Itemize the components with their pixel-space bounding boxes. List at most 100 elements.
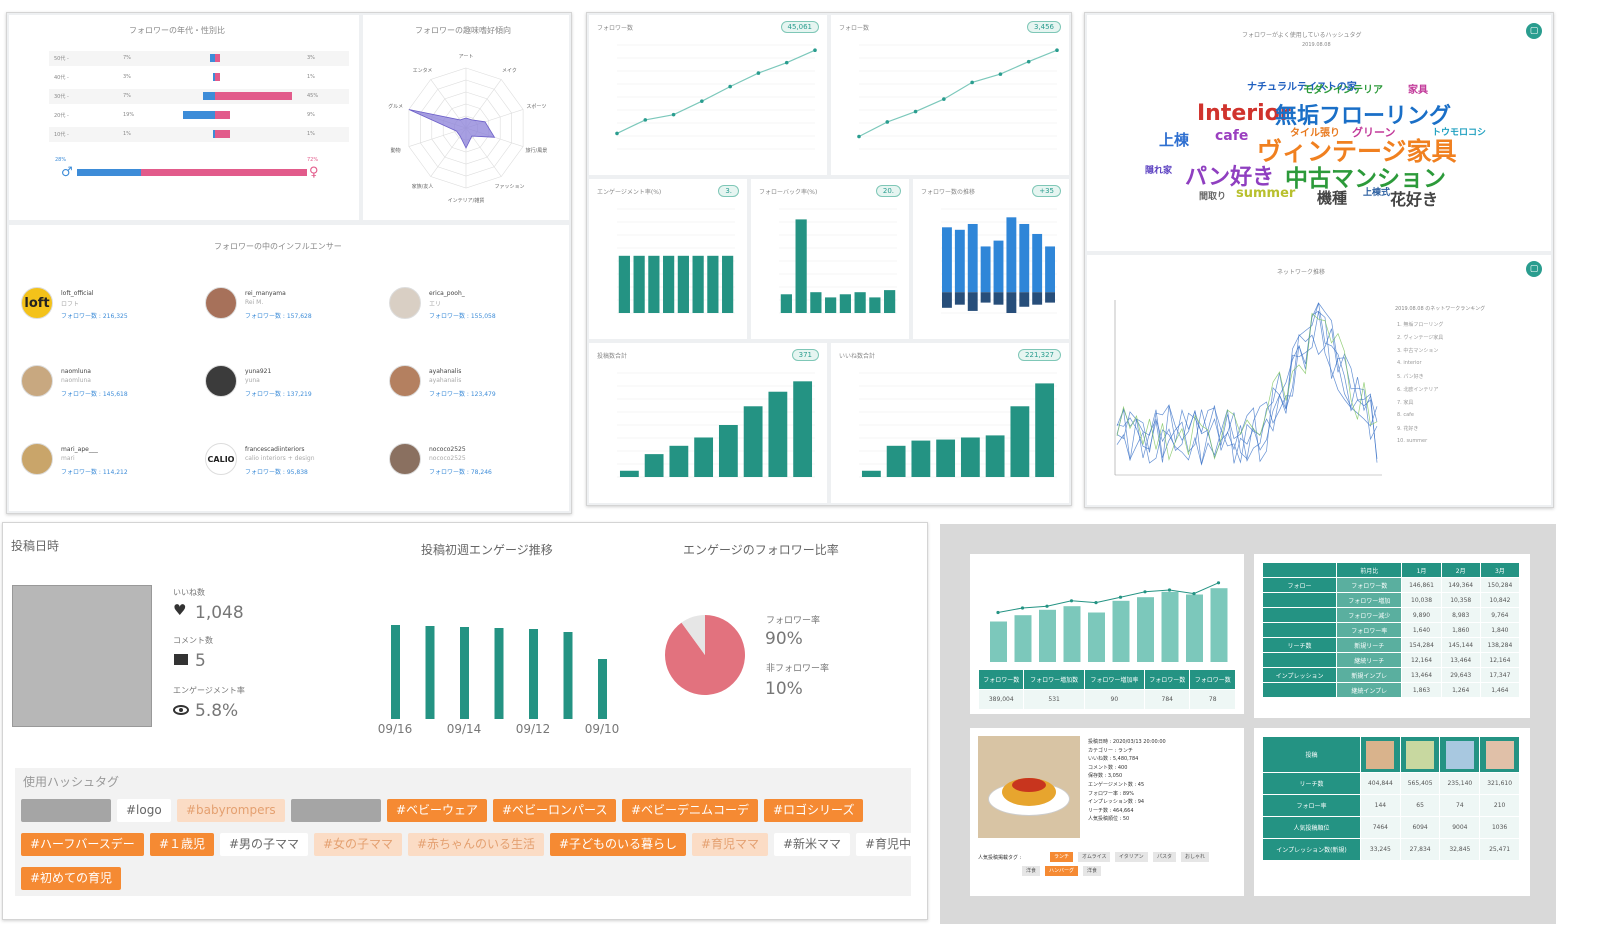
network-trend-chart <box>1114 300 1382 476</box>
weekly-tick-label: 09/14 <box>447 722 482 735</box>
interest-radar-card: フォロワーの趣味嗜好傾向 アート メイク スポーツ 旅行/風景 ファッション インテリア/… <box>363 15 569 220</box>
influencer-avatar[interactable] <box>389 365 421 397</box>
wordcloud-word: 隠れ家 <box>1145 166 1173 176</box>
metric-chart-title: フォロワー数 <box>597 25 634 32</box>
hashtag-chip[interactable]: #赤ちゃんのいる生活 <box>408 833 545 856</box>
hashtag-chip[interactable]: #ベビーウェア <box>387 799 488 822</box>
bar <box>886 445 906 477</box>
food-thumbnail[interactable] <box>1406 740 1435 769</box>
influencer-avatar[interactable] <box>205 365 237 397</box>
post-time-label: 投稿日時 <box>11 539 60 553</box>
age-row-label: 40代 - <box>54 75 69 81</box>
data-point <box>1055 48 1059 52</box>
table-row: フォロー率 144 65 74 210 <box>1261 794 1520 817</box>
radar-label: スポーツ <box>526 103 546 110</box>
hashtag-chip[interactable]: #子どものいる暮らし <box>550 833 687 856</box>
table-cell: 2月 <box>1440 562 1481 578</box>
likes-label: いいね数 <box>173 588 205 597</box>
hashtag-chip[interactable]: #新米ママ <box>774 833 851 856</box>
table-row: インプレッション数(新規) 33,245 27,834 32,845 25,471 <box>1261 838 1520 861</box>
detail-tag-chip[interactable]: おしゃれ <box>1181 852 1210 862</box>
detail-tag-chip[interactable]: パスタ <box>1153 852 1177 862</box>
report-table-header: フォロワー増加率 <box>1083 669 1145 690</box>
hashtag-chip[interactable]: #babyrompers <box>177 799 285 822</box>
table-cell: フォロワー増加 <box>1336 592 1403 608</box>
report-table-header: フォロワー増加数 <box>1023 669 1085 690</box>
influencer-avatar[interactable]: loft <box>21 287 53 319</box>
influencer-avatar[interactable] <box>205 287 237 319</box>
ranking-item: 6. 北欧インテリア <box>1397 387 1439 393</box>
detail-tag-chip[interactable]: 洋食 <box>1022 866 1041 876</box>
influencer-avatar[interactable]: CALIO <box>205 443 237 475</box>
report-bar <box>990 621 1007 662</box>
ranking-item: 3. 中古マンション <box>1397 348 1439 354</box>
table-cell: 新規インプレ <box>1336 667 1403 683</box>
table-cell: 1月 <box>1401 562 1442 578</box>
hashtag-chip[interactable]: #育児ママ <box>692 833 769 856</box>
food-thumbnail[interactable] <box>1366 740 1395 769</box>
influencer-name: rei_manyama <box>245 290 286 297</box>
hashtag-chip[interactable]: #育児中 <box>856 833 921 856</box>
influencer-avatar[interactable] <box>389 287 421 319</box>
detail-tag-chip[interactable]: ランチ <box>1050 852 1074 862</box>
bar-negative <box>1045 292 1055 303</box>
weekly-bar <box>494 628 504 719</box>
network-expand-icon[interactable]: ▢ <box>1526 261 1542 277</box>
influencer-avatar[interactable] <box>21 365 53 397</box>
detail-tag-chip[interactable]: ハンバーグ <box>1045 866 1079 876</box>
metric-chart-card: フォローバック率(%) 20. <box>751 179 909 339</box>
table-cell: 人気投稿順位 <box>1261 816 1362 839</box>
report-line-point <box>1069 599 1074 603</box>
ranking-item: 4. interior <box>1397 360 1422 366</box>
bar <box>1006 217 1017 293</box>
wordcloud-expand-icon[interactable]: ▢ <box>1526 23 1542 39</box>
hashtag-chip[interactable] <box>291 799 381 822</box>
hashtag-chip[interactable]: #初めての育児 <box>21 867 122 890</box>
bar-negative <box>1032 292 1043 305</box>
detail-tag-chip[interactable]: イタリアン <box>1115 852 1148 862</box>
data-point <box>1026 59 1031 64</box>
age-bar-male <box>182 111 215 119</box>
radar-label: 旅行/風景 <box>526 147 548 154</box>
influencer-followers: フォロワー数 : 145,618 <box>61 391 128 398</box>
table-cell: 146,861 <box>1401 577 1442 593</box>
age-row <box>49 127 349 142</box>
metric-chart-card: フォロワー数 45,061 <box>589 15 827 175</box>
table-cell: 1,264 <box>1440 682 1481 698</box>
age-bar-female <box>215 111 231 119</box>
table-cell: 新規リーチ <box>1336 637 1403 653</box>
influencer-followers: フォロワー数 : 123,479 <box>429 391 496 398</box>
radar-label: ファッション <box>494 184 524 190</box>
table-cell: 565,405 <box>1399 772 1441 795</box>
post-food-image[interactable] <box>978 736 1080 838</box>
data-point <box>813 48 817 52</box>
detail-tag-chip[interactable]: 洋食 <box>1083 866 1102 876</box>
report-monthly-table: 前月比 1月 2月 3月 フォロー フォロワー数 146,861 149,364 150,284… <box>1261 562 1521 698</box>
table-cell: 1,863 <box>1401 682 1442 698</box>
table-cell: フォロワー率 <box>1336 622 1403 638</box>
influencer-avatar[interactable] <box>21 443 53 475</box>
hashtag-chip[interactable]: #女の子ママ <box>314 833 403 856</box>
hashtag-chip[interactable]: #１歳児 <box>150 833 215 856</box>
post-thumbnail[interactable] <box>12 585 152 727</box>
male-total: 28% <box>55 157 67 163</box>
table-cell: 17,347 <box>1479 667 1521 683</box>
hashtag-chip[interactable]: #ハーフバースデー <box>21 833 144 856</box>
hashtag-chip[interactable] <box>21 799 111 822</box>
nonfollower-rate-label: 非フォロワー率 <box>766 664 830 674</box>
food-thumbnail[interactable] <box>1485 740 1514 769</box>
series-line <box>858 49 1058 138</box>
hashtag-chip[interactable]: #logo <box>117 799 171 822</box>
hashtag-chip[interactable]: #ベビーロンパース <box>493 799 617 822</box>
report-bar <box>1088 612 1105 662</box>
detail-tag-chip[interactable]: オムライス <box>1078 852 1111 862</box>
data-point <box>913 109 918 114</box>
food-thumbnail[interactable] <box>1445 740 1474 769</box>
hashtag-chip[interactable]: #ロゴシリーズ <box>764 799 864 822</box>
table-cell: フォロー <box>1261 577 1338 593</box>
hashtag-chip[interactable]: #ベビーデニムコーデ <box>622 799 759 822</box>
bar <box>869 297 881 313</box>
demographics-panel: フォロワーの年代・性別比 50代 - 7% 3% 40代 - 3% 1% 30代 - 7% 45… <box>6 12 572 514</box>
hashtag-chip[interactable]: #男の子ママ <box>220 833 309 856</box>
influencer-avatar[interactable] <box>389 443 421 475</box>
